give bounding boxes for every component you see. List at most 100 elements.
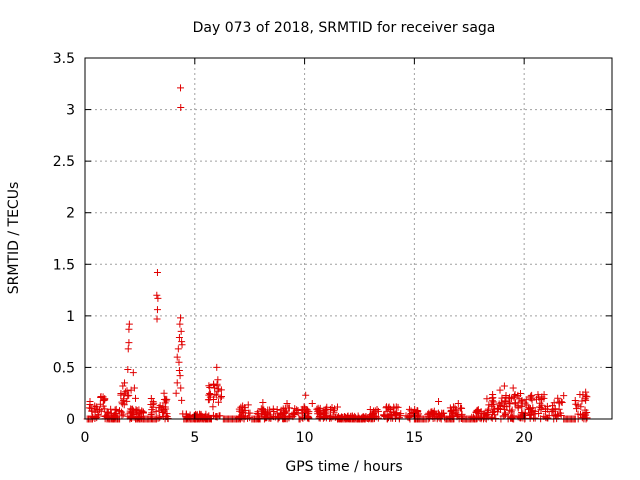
data-point — [454, 400, 462, 408]
data-point — [527, 410, 535, 418]
x-tick-label: 10 — [296, 430, 314, 446]
data-point — [153, 291, 161, 299]
data-point — [498, 394, 506, 402]
data-point — [174, 345, 182, 353]
data-point — [273, 405, 281, 413]
data-point — [548, 408, 556, 416]
x-tick-label: 15 — [405, 430, 423, 446]
data-point — [305, 414, 313, 422]
data-point — [506, 399, 514, 407]
y-tick-label: 0 — [66, 412, 75, 428]
data-point — [124, 365, 132, 373]
data-point — [531, 414, 539, 422]
data-point — [177, 327, 185, 335]
data-point — [489, 394, 497, 402]
data-point — [119, 382, 127, 390]
data-point — [470, 414, 478, 422]
data-point — [506, 393, 514, 401]
data-point — [209, 396, 217, 404]
data-point — [511, 400, 519, 408]
data-point — [202, 410, 210, 418]
y-tick-label: 3.5 — [53, 51, 75, 67]
data-point — [449, 403, 457, 411]
data-point — [448, 410, 456, 418]
data-point — [197, 411, 205, 419]
data-point — [91, 402, 99, 410]
data-point — [118, 400, 126, 408]
data-point — [178, 396, 186, 404]
data-point — [104, 414, 112, 422]
data-point — [362, 414, 370, 422]
data-point — [153, 306, 161, 314]
data-point — [458, 410, 466, 418]
data-point — [262, 414, 270, 422]
data-point — [487, 413, 495, 421]
data-point — [302, 406, 310, 414]
data-point — [89, 413, 97, 421]
data-point — [476, 414, 484, 422]
x-tick-label: 0 — [81, 430, 90, 446]
data-point — [158, 408, 166, 416]
data-point — [500, 402, 508, 410]
data-point — [119, 396, 127, 404]
data-point — [213, 363, 221, 371]
data-point — [537, 406, 545, 414]
data-point — [583, 414, 591, 422]
data-point — [96, 400, 104, 408]
data-point — [179, 410, 187, 418]
data-point — [133, 410, 141, 418]
data-point — [368, 410, 376, 418]
data-point — [414, 408, 422, 416]
data-point — [370, 407, 378, 415]
data-point — [153, 315, 161, 323]
data-point — [121, 388, 129, 396]
data-point — [159, 403, 167, 411]
data-point — [366, 406, 374, 414]
chart-title: Day 073 of 2018, SRMTID for receiver sag… — [193, 20, 496, 36]
data-point — [531, 407, 539, 415]
data-point — [119, 410, 127, 418]
data-point — [217, 386, 225, 394]
data-point — [492, 414, 500, 422]
axis-ticks: 0 5 10 15 20 0 0.5 1 1.5 2 2.5 3 3.5 — [53, 51, 612, 446]
data-point — [405, 405, 413, 413]
data-point — [117, 390, 125, 398]
data-point — [155, 414, 163, 422]
data-point — [474, 406, 482, 414]
data-point — [573, 405, 581, 413]
data-point — [176, 372, 184, 380]
data-point — [526, 411, 534, 419]
data-point — [177, 84, 185, 92]
data-point — [583, 393, 591, 401]
data-point — [92, 403, 100, 411]
grid-lines — [85, 58, 612, 419]
y-tick-label: 1 — [66, 309, 75, 325]
data-point — [554, 394, 562, 402]
data-point — [175, 367, 183, 375]
y-tick-label: 1.5 — [53, 257, 75, 273]
data-point — [424, 410, 432, 418]
data-point — [527, 392, 535, 400]
plot-frame — [84, 57, 613, 420]
data-point — [507, 408, 515, 416]
data-point — [502, 391, 510, 399]
data-point — [155, 407, 163, 415]
data-point — [211, 384, 219, 392]
data-point — [175, 334, 183, 342]
data-point — [266, 406, 274, 414]
data-point — [239, 412, 247, 420]
data-point — [517, 414, 525, 422]
data-point — [511, 391, 519, 399]
data-point — [485, 401, 493, 409]
data-point — [177, 384, 185, 392]
data-point — [205, 412, 213, 420]
data-point — [123, 387, 131, 395]
data-point — [244, 401, 252, 409]
data-point — [540, 394, 548, 402]
data-point — [508, 414, 516, 422]
data-point — [91, 408, 99, 416]
data-point — [100, 396, 108, 404]
data-point — [267, 414, 275, 422]
data-point — [500, 382, 508, 390]
